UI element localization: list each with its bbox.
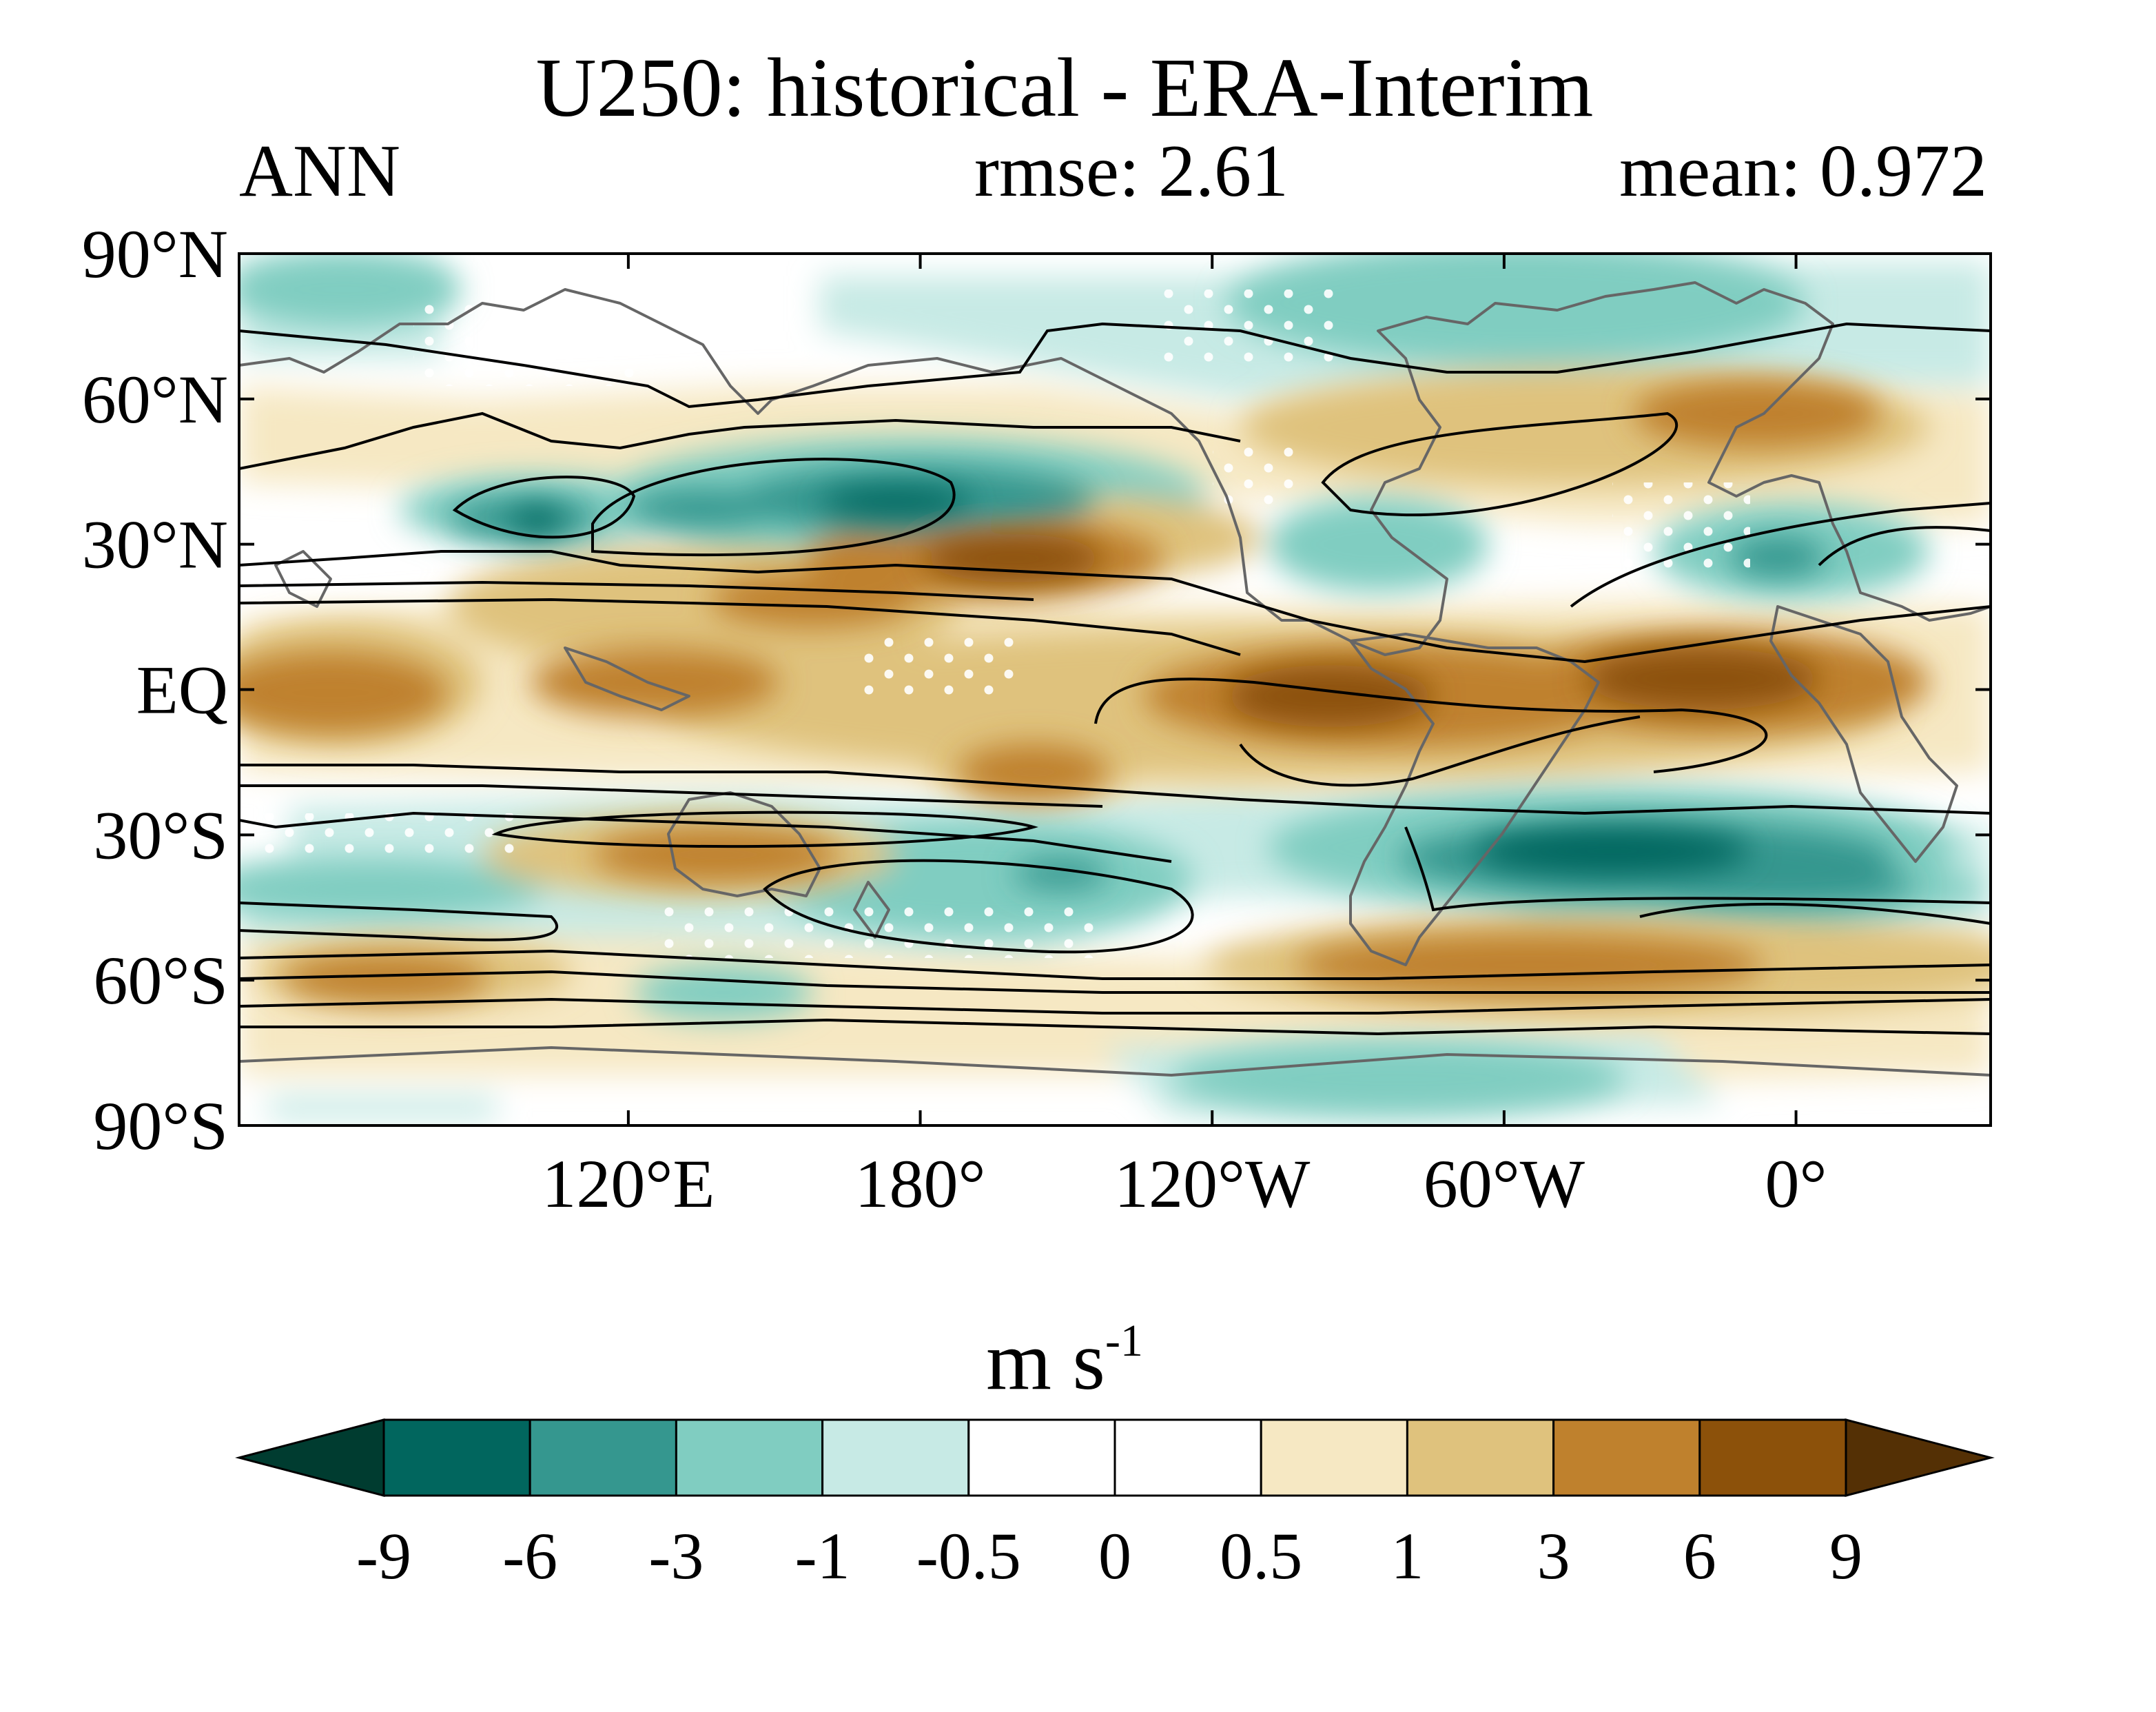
x-tick-label: 120°W	[1114, 1145, 1311, 1222]
season-label: ANN	[239, 130, 400, 212]
y-axis: 90°N 60°N 30°N EQ 30°S 60°S 90°S	[82, 216, 1991, 1164]
colorbar-box	[1113, 1418, 1262, 1497]
colorbar-box	[821, 1418, 970, 1497]
colorbar-unit-main: m s	[986, 1314, 1105, 1407]
y-tick-label: 30°S	[93, 797, 228, 873]
colorbar-unit: m s-1	[986, 1314, 1143, 1407]
colorbar-labels: -9 -6 -3 -1 -0.5 0 0.5 1 3 6 9	[356, 1519, 1862, 1593]
colorbar-boxes	[235, 1418, 1995, 1497]
x-tick-label: 60°W	[1424, 1145, 1585, 1222]
colorbar-level-label: -6	[502, 1519, 557, 1593]
coastlines	[239, 281, 1991, 1077]
colorbar: m s-1 -9 -6 -3 -1 -0.5 0 0.5 1 3 6 9	[235, 1314, 1995, 1593]
colorbar-box	[1260, 1418, 1408, 1497]
colorbar-level-label: 6	[1683, 1519, 1716, 1593]
y-tick-label: EQ	[136, 652, 228, 728]
rmse-label: rmse: 2.61	[974, 130, 1289, 212]
colorbar-level-label: -0.5	[916, 1519, 1021, 1593]
colorbar-box	[528, 1418, 677, 1497]
x-tick-label: 120°E	[542, 1145, 715, 1222]
colorbar-level-label: 1	[1390, 1519, 1424, 1593]
colorbar-box	[1552, 1418, 1701, 1497]
x-tick-label: 0°	[1765, 1145, 1827, 1222]
colorbar-level-label: 9	[1829, 1519, 1862, 1593]
colorbar-level-label: -9	[356, 1519, 411, 1593]
mean-label: mean: 0.972	[1619, 130, 1987, 212]
anomaly-field	[239, 254, 1991, 1125]
colorbar-box	[382, 1418, 531, 1497]
colorbar-level-label: -3	[648, 1519, 704, 1593]
colorbar-level-label: 0	[1098, 1519, 1131, 1593]
y-tick-label: 60°N	[82, 361, 228, 438]
climatology-contours	[239, 322, 1991, 1036]
colorbar-box	[967, 1418, 1116, 1497]
plot-title: U250: historical - ERA-Interim	[536, 41, 1594, 134]
colorbar-level-label: -1	[795, 1519, 850, 1593]
colorbar-unit-exponent: -1	[1105, 1316, 1143, 1366]
colorbar-level-label: 0.5	[1220, 1519, 1302, 1593]
colorbar-box	[1406, 1418, 1555, 1497]
y-tick-label: 60°S	[93, 942, 228, 1019]
colorbar-high-extend	[1845, 1418, 1995, 1497]
y-tick-label: 90°S	[93, 1088, 228, 1164]
colorbar-box	[1698, 1418, 1847, 1497]
y-tick-label: 90°N	[82, 216, 228, 292]
colorbar-box	[675, 1418, 824, 1497]
x-axis: 120°E 180° 120°W 60°W 0°	[542, 254, 1827, 1222]
colorbar-low-extend	[235, 1418, 385, 1497]
x-tick-label: 180°	[855, 1145, 986, 1222]
stippling	[262, 289, 1750, 958]
colorbar-level-label: 3	[1537, 1519, 1570, 1593]
y-tick-label: 30°N	[82, 507, 228, 583]
